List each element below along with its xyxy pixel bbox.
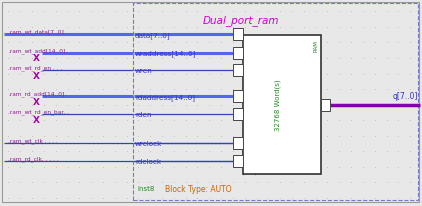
Text: wren: wren — [135, 68, 153, 74]
Text: rdclock: rdclock — [135, 159, 161, 165]
Bar — [233, 108, 243, 120]
Bar — [133, 4, 418, 200]
Text: q[7..0]: q[7..0] — [392, 91, 418, 100]
Text: .ram_wt_clk . . . .: .ram_wt_clk . . . . — [8, 137, 58, 143]
Text: .ram_wt_rd_en_bar. .: .ram_wt_rd_en_bar. . — [8, 108, 69, 114]
Text: .ram_wt_data[7..0] .: .ram_wt_data[7..0] . — [8, 29, 68, 35]
Bar — [233, 65, 243, 77]
Bar — [321, 99, 330, 111]
Bar — [233, 137, 243, 149]
Text: rden: rden — [135, 111, 151, 117]
Text: .ram_rd_clk. . . . .: .ram_rd_clk. . . . . — [8, 156, 59, 162]
Text: .ram_rd_add[14..0].: .ram_rd_add[14..0]. — [8, 91, 67, 97]
Text: 32768 Word(s): 32768 Word(s) — [275, 79, 281, 131]
Text: Block Type: AUTO: Block Type: AUTO — [165, 184, 231, 193]
Text: X: X — [32, 54, 39, 63]
Bar — [233, 29, 243, 41]
Text: X: X — [32, 72, 39, 81]
Text: .ram_wt_add[14..0].: .ram_wt_add[14..0]. — [8, 48, 68, 53]
Text: RAM: RAM — [314, 40, 319, 52]
Bar — [243, 36, 321, 174]
Text: data[7..0]: data[7..0] — [135, 32, 170, 38]
Text: Dual_port_ram: Dual_port_ram — [203, 15, 279, 26]
Text: inst8: inst8 — [137, 186, 154, 191]
Text: wraddress[14..0]: wraddress[14..0] — [135, 50, 196, 57]
Text: X: X — [32, 115, 39, 124]
Text: X: X — [32, 97, 39, 107]
Text: .ram_wt_rd_en . . .: .ram_wt_rd_en . . . — [8, 65, 63, 71]
Bar — [233, 156, 243, 168]
Bar — [233, 91, 243, 103]
Bar — [233, 48, 243, 60]
Text: rdaddress[14..0]: rdaddress[14..0] — [135, 94, 195, 100]
Text: wrclock: wrclock — [135, 140, 162, 146]
